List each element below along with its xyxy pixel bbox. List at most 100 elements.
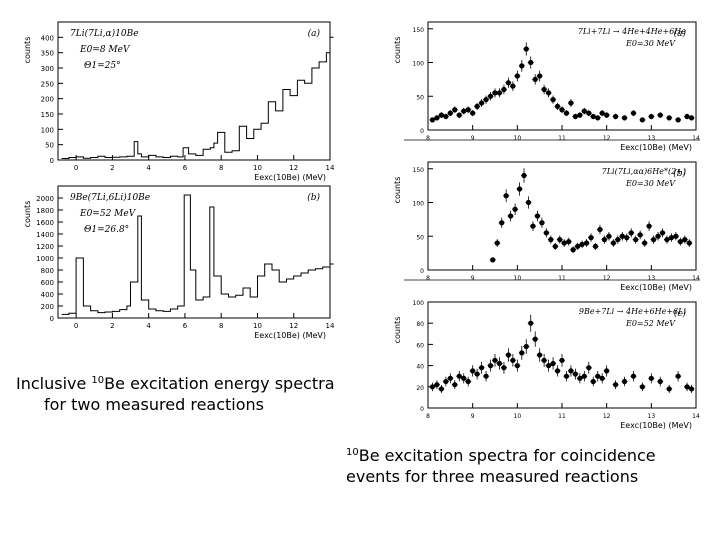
data-point bbox=[561, 240, 567, 246]
data-point bbox=[583, 240, 590, 246]
caption-left: Inclusive 10Be excitation energy spectra… bbox=[16, 370, 361, 415]
energy-label: E0=8 MeV bbox=[79, 45, 131, 55]
y-tick-label: 50 bbox=[416, 234, 424, 241]
data-point bbox=[492, 90, 498, 96]
data-point bbox=[521, 172, 527, 179]
data-point bbox=[588, 235, 594, 241]
y-tick-label: 400 bbox=[41, 34, 54, 42]
y-axis-label: counts bbox=[393, 317, 402, 344]
plot-frame bbox=[57, 21, 331, 161]
x-axis-label: Eexc(10Be) (MeV) bbox=[254, 173, 326, 182]
data-point bbox=[673, 233, 679, 239]
data-point bbox=[682, 237, 688, 243]
data-point bbox=[563, 373, 570, 379]
y-tick-label: 1000 bbox=[36, 255, 54, 263]
y-axis-label: counts bbox=[23, 201, 32, 228]
x-tick-label: 9 bbox=[471, 413, 475, 420]
data-point bbox=[514, 73, 520, 79]
data-point bbox=[586, 365, 592, 371]
data-point bbox=[599, 375, 605, 381]
data-point bbox=[505, 80, 511, 86]
data-point bbox=[624, 235, 630, 241]
y-axis-label: counts bbox=[23, 37, 32, 64]
data-point bbox=[456, 112, 462, 118]
data-point bbox=[630, 373, 637, 379]
data-point bbox=[610, 240, 616, 246]
data-point bbox=[577, 112, 583, 118]
data-point bbox=[630, 110, 637, 116]
x-tick-label: 8 bbox=[426, 135, 430, 142]
data-point bbox=[642, 240, 648, 246]
y-tick-label: 50 bbox=[416, 94, 424, 101]
histogram-line bbox=[61, 194, 334, 315]
panel-label: (b) bbox=[307, 192, 320, 203]
energy-label: E0=52 MeV bbox=[625, 319, 676, 328]
reaction-label: 7Li(7Li,α)10Be bbox=[70, 28, 139, 39]
data-point bbox=[559, 107, 565, 113]
data-point bbox=[434, 382, 440, 388]
data-point bbox=[510, 83, 516, 89]
data-point bbox=[532, 336, 538, 342]
caption-left-sup: 10 bbox=[91, 375, 105, 386]
x-tick-label: 9 bbox=[471, 135, 475, 142]
x-tick-label: 10 bbox=[253, 322, 262, 330]
x-tick-label: 12 bbox=[289, 322, 298, 330]
data-point bbox=[525, 199, 532, 206]
y-tick-label: 150 bbox=[413, 27, 425, 34]
data-point bbox=[434, 115, 440, 121]
x-tick-label: 2 bbox=[110, 322, 114, 330]
data-point bbox=[534, 213, 541, 219]
data-point bbox=[639, 384, 646, 390]
data-point bbox=[530, 223, 536, 229]
data-point bbox=[516, 186, 523, 192]
data-point bbox=[483, 373, 489, 379]
data-point bbox=[519, 63, 525, 69]
data-point bbox=[570, 247, 576, 253]
data-point bbox=[550, 97, 556, 103]
data-point bbox=[443, 378, 449, 385]
data-point bbox=[659, 230, 666, 236]
y-tick-label: 60 bbox=[416, 342, 424, 349]
x-tick-label: 14 bbox=[326, 164, 335, 172]
data-point bbox=[452, 107, 458, 113]
data-point bbox=[615, 237, 621, 243]
data-point bbox=[575, 243, 581, 249]
x-tick-label: 8 bbox=[426, 413, 430, 420]
y-tick-label: 20 bbox=[416, 385, 424, 392]
data-point bbox=[537, 73, 543, 79]
y-tick-label: 100 bbox=[413, 300, 425, 307]
data-point bbox=[595, 373, 601, 379]
angle-label: Θ1=25° bbox=[84, 61, 121, 71]
y-tick-label: 40 bbox=[416, 364, 424, 371]
data-point bbox=[648, 113, 654, 120]
data-point bbox=[447, 375, 453, 381]
x-tick-label: 14 bbox=[692, 275, 700, 282]
y-tick-label: 100 bbox=[413, 201, 425, 208]
y-tick-label: 0 bbox=[50, 157, 54, 165]
caption-right-line2: events for three measured reactions bbox=[346, 467, 639, 486]
data-point bbox=[577, 375, 583, 381]
data-point bbox=[619, 233, 625, 239]
caption-right: 10Be excitation spectra for coincidence … bbox=[346, 442, 706, 487]
data-point bbox=[461, 108, 467, 114]
data-point bbox=[532, 76, 538, 82]
y-tick-label: 300 bbox=[41, 65, 54, 73]
x-tick-label: 8 bbox=[219, 322, 223, 330]
x-tick-label: 12 bbox=[603, 413, 611, 420]
data-point bbox=[590, 113, 596, 120]
x-axis-label: Eexc(10Be) (MeV) bbox=[620, 283, 692, 292]
data-point bbox=[621, 378, 628, 385]
y-tick-label: 100 bbox=[41, 126, 54, 134]
data-point bbox=[677, 239, 683, 245]
y-tick-label: 0 bbox=[420, 128, 424, 135]
data-point bbox=[474, 103, 480, 109]
data-point bbox=[503, 193, 509, 199]
caption-left-line1: Be excitation energy spectra bbox=[104, 374, 335, 393]
data-point bbox=[541, 357, 547, 363]
energy-label: E0=30 MeV bbox=[625, 179, 676, 188]
panel-label: (b) bbox=[673, 168, 686, 179]
data-point bbox=[510, 357, 516, 363]
x-tick-label: 12 bbox=[603, 135, 611, 142]
data-point bbox=[648, 375, 654, 381]
